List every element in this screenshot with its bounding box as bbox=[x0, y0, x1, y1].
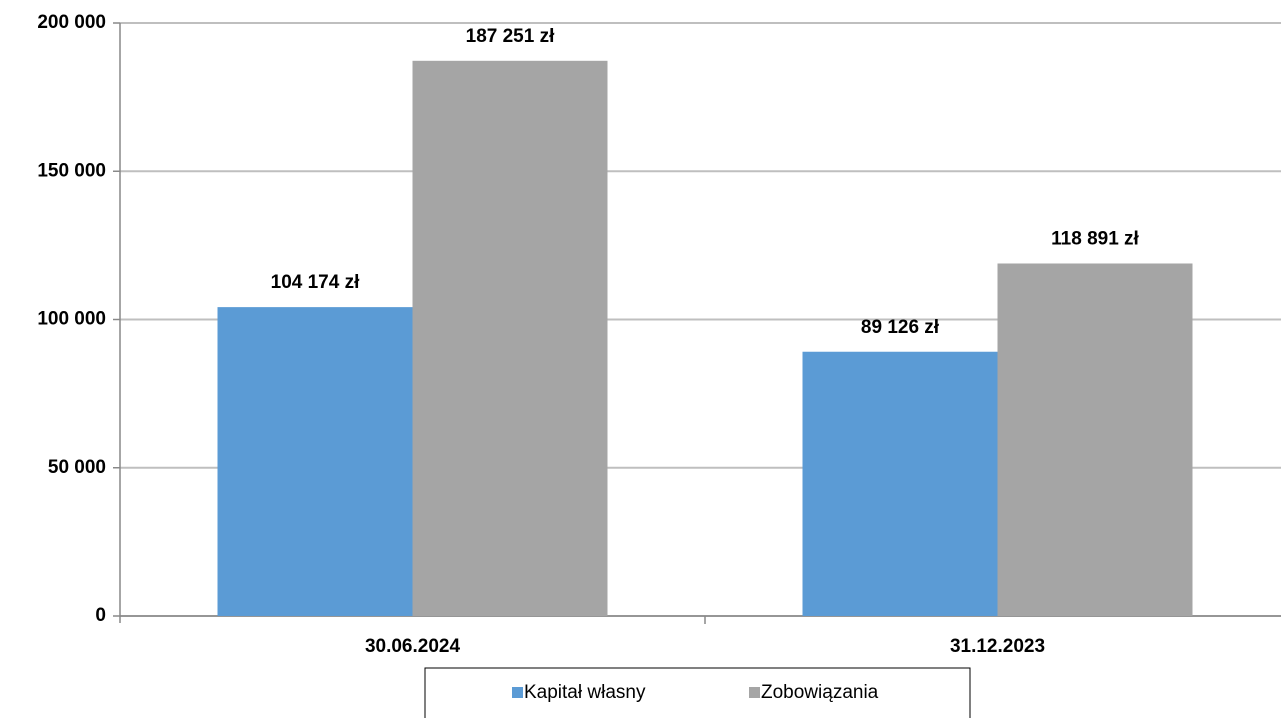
bar bbox=[802, 351, 998, 616]
y-tick-label: 0 bbox=[95, 605, 106, 626]
bar bbox=[997, 263, 1193, 616]
x-tick-label: 30.06.2024 bbox=[365, 636, 461, 657]
y-tick-label: 50 000 bbox=[48, 457, 106, 478]
y-tick-label: 150 000 bbox=[37, 160, 106, 181]
bar bbox=[217, 307, 413, 616]
legend-label: Kapitał własny bbox=[524, 682, 646, 703]
legend-label: Zobowiązania bbox=[761, 682, 879, 703]
y-tick-label: 100 000 bbox=[37, 309, 106, 330]
value-label: 187 251 zł bbox=[466, 26, 555, 47]
x-tick-label: 31.12.2023 bbox=[950, 636, 1045, 657]
value-label: 89 126 zł bbox=[861, 317, 940, 338]
value-label: 104 174 zł bbox=[271, 272, 360, 293]
legend-swatch bbox=[749, 687, 760, 698]
legend bbox=[424, 667, 971, 718]
legend-swatch bbox=[512, 687, 523, 698]
value-label: 118 891 zł bbox=[1051, 229, 1139, 250]
bar bbox=[412, 60, 608, 617]
y-tick-label: 200 000 bbox=[37, 12, 106, 33]
